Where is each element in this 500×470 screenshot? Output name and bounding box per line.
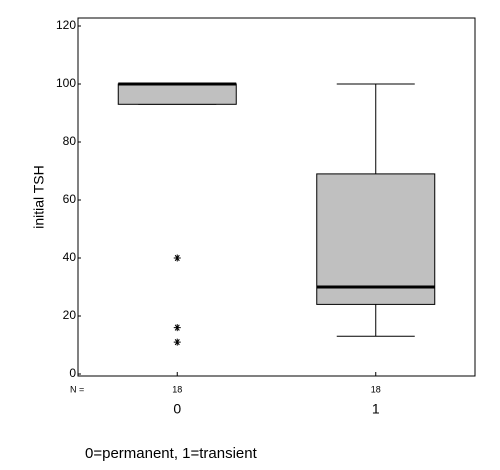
outlier xyxy=(173,324,181,332)
y-tick-label: 20 xyxy=(63,308,77,322)
plot-frame xyxy=(77,17,476,377)
note: 0=permanent, 1=transient xyxy=(85,445,258,462)
box xyxy=(316,173,436,305)
n-value: 18 xyxy=(371,384,381,394)
x-tick-label: 1 xyxy=(372,401,380,417)
y-tick-label: 120 xyxy=(56,18,76,32)
y-axis-label: initial TSH xyxy=(31,165,47,229)
y-tick-label: 0 xyxy=(69,366,76,380)
x-tick-label: 0 xyxy=(173,401,181,417)
outlier xyxy=(173,338,181,346)
y-tick-label: 100 xyxy=(56,76,76,90)
y-tick-label: 40 xyxy=(63,250,77,264)
n-value: 18 xyxy=(172,384,182,394)
y-tick-label: 80 xyxy=(63,134,77,148)
outlier xyxy=(173,254,181,262)
y-tick-label: 60 xyxy=(63,192,77,206)
box xyxy=(117,83,237,105)
n-label: N = xyxy=(70,384,84,394)
